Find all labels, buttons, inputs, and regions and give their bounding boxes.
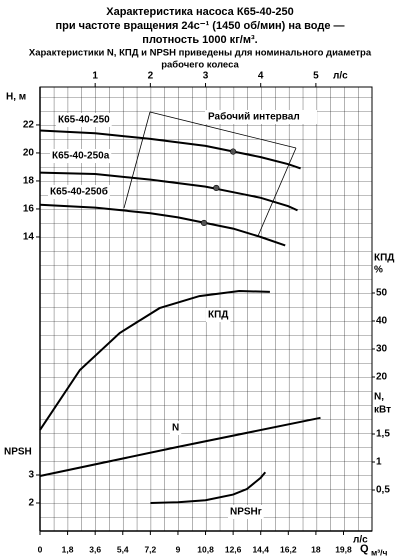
x-tick-label: 16,2 <box>280 544 297 554</box>
x-tick-label: 1,8 <box>62 544 74 554</box>
series-label: NPSHr <box>230 507 262 518</box>
y-tick-label: 18 <box>23 176 35 187</box>
y-tick-label: 22 <box>23 120 35 131</box>
curve <box>39 416 321 477</box>
x2-axis-label: л/с <box>333 71 348 82</box>
x-tick-label: 0 <box>38 544 43 554</box>
y3-tick-label: 1,5 <box>376 429 390 440</box>
x2-tick-label: 4 <box>258 71 264 82</box>
working-interval <box>123 111 297 237</box>
y-tick-label: 16 <box>23 204 35 215</box>
x-tick-label: 14,4 <box>252 544 269 554</box>
x-tick-label: 19,8 <box>335 544 352 554</box>
series-label-bg <box>228 505 264 519</box>
x2-tick-label: 2 <box>148 71 154 82</box>
operating-point <box>200 219 208 227</box>
y2-axis-label: КПД <box>374 253 394 264</box>
y3-tick-label: 0,5 <box>376 485 390 496</box>
interval-line <box>257 147 297 237</box>
series-label-bg <box>206 308 231 322</box>
interval-line <box>149 111 297 149</box>
y2-tick-label: 30 <box>376 344 388 355</box>
x2-axis-label: л/с <box>353 535 368 546</box>
series-label: К65-40-250б <box>50 186 108 198</box>
curve <box>39 171 298 212</box>
y-tick-label: 14 <box>23 232 35 243</box>
y4-axis-label: NPSH <box>4 447 32 458</box>
x-tick-label: 12,6 <box>225 544 242 554</box>
y2-tick-label: 20 <box>376 372 388 383</box>
interval-line <box>123 111 151 209</box>
y2-tick-label: 50 <box>376 288 388 299</box>
x2-tick-label: 3 <box>203 71 209 82</box>
title: плотность 1000 кг/м³. <box>142 34 257 46</box>
operating-point <box>230 148 237 155</box>
x-axis-label: Q <box>360 543 369 555</box>
subtitle: Характеристики N, КПД и NPSH приведены д… <box>29 48 372 59</box>
x-tick-label: 5,4 <box>117 544 129 554</box>
y-axis-label: H, м <box>6 92 26 103</box>
operating-point <box>213 184 220 192</box>
x-tick-label: 10,8 <box>197 544 214 554</box>
y4-tick-label: 2 <box>28 498 34 509</box>
y3-tick-label: 1 <box>376 457 382 468</box>
y2-tick-label: 40 <box>376 316 388 327</box>
series-label-bg <box>50 149 112 163</box>
series-label-bg <box>56 113 112 127</box>
title: Характеристика насоса К65-40-250 <box>106 6 293 18</box>
x-tick-label: 7,2 <box>144 544 156 554</box>
annotation-bg <box>205 110 317 124</box>
x2-tick-label: 5 <box>313 71 319 82</box>
x2-tick-label: 1 <box>92 71 98 82</box>
series-label: КПД <box>208 310 228 321</box>
y-tick-label: 20 <box>23 148 35 159</box>
y3-axis-label: кВт <box>374 405 391 416</box>
x-tick-label: 3,6 <box>89 544 101 554</box>
y4-tick-label: 3 <box>28 470 34 481</box>
curve <box>39 289 270 431</box>
curve <box>39 129 301 170</box>
series-label: К65-40-250 <box>58 115 110 126</box>
curve <box>150 471 267 504</box>
x-tick-label: 18 <box>311 544 321 554</box>
y3-axis-label: N, <box>374 392 384 403</box>
x-tick-label: 9 <box>176 544 181 554</box>
title: при частоте вращения 24с⁻¹ (1450 об/мин)… <box>56 20 345 32</box>
series-label: N <box>172 423 179 434</box>
series-label-bg <box>48 185 110 199</box>
annotation: Рабочий интервал <box>208 111 300 123</box>
curve <box>39 203 286 247</box>
series-label: К65-40-250а <box>52 151 110 162</box>
y2-axis-label: % <box>374 265 383 276</box>
subtitle: рабочего колеса <box>161 60 239 71</box>
series-label-bg <box>170 421 182 435</box>
x-axis-unit: м³/ч <box>371 547 387 557</box>
